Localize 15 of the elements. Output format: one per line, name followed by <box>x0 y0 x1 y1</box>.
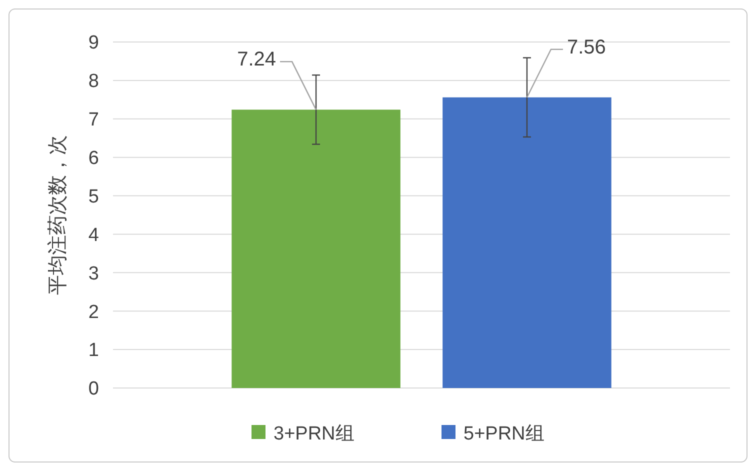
y-tick-label: 3 <box>88 263 99 284</box>
y-tick-label: 1 <box>88 340 99 362</box>
y-tick-label: 0 <box>88 378 99 400</box>
legend-label: 5+PRN组 <box>464 424 544 445</box>
y-axis-title: 平均注药次数，次 <box>47 135 69 295</box>
y-tick-label: 7 <box>88 110 99 131</box>
data-label: 7.56 <box>566 36 606 58</box>
y-tick-label: 5 <box>88 186 99 208</box>
y-tick-label: 9 <box>88 32 99 54</box>
y-tick-label: 2 <box>88 302 99 323</box>
y-tick-label: 4 <box>88 224 100 246</box>
data-label: 7.24 <box>237 48 276 71</box>
y-tick-label: 8 <box>88 71 99 92</box>
legend-label: 3+PRN组 <box>274 424 354 445</box>
y-tick-label: 6 <box>88 148 99 169</box>
